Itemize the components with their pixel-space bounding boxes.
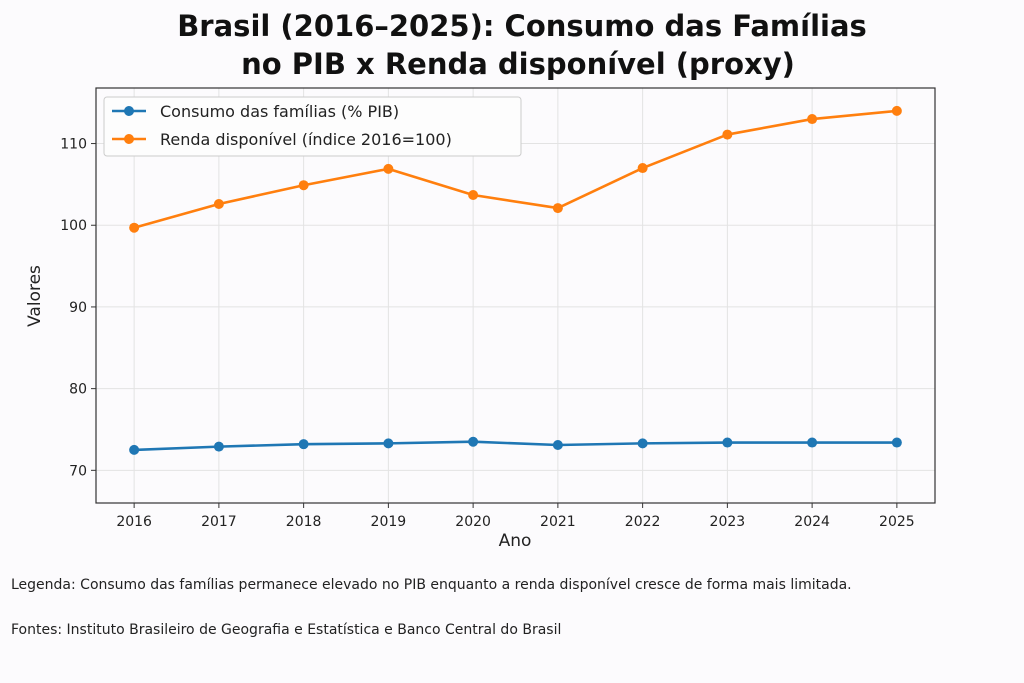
x-tick-label: 2017 [201,514,237,530]
data-point-1-2025 [891,105,902,116]
x-axis-label: Ano [499,531,532,551]
data-point-0-2017 [213,441,224,452]
series-line-0 [134,440,897,452]
y-axis-label: Valores [25,265,45,327]
data-point-0-2020 [468,436,479,447]
caption-sources: Fontes: Instituto Brasileiro de Geografi… [11,622,562,638]
y-axis: 70 80 90 100 110 [60,137,96,479]
data-point-1-2018 [298,180,309,191]
data-point-0-2016 [129,444,140,455]
x-tick-label: 2023 [710,514,746,530]
x-tick-label: 2025 [879,514,915,530]
data-point-1-2016 [129,222,140,233]
data-point-0-2021 [552,439,563,450]
x-tick-label: 2016 [116,514,152,530]
legend-marker-renda [124,134,134,144]
data-point-1-2017 [213,199,224,210]
data-point-0-2018 [298,439,309,450]
data-point-1-2023 [722,129,733,140]
y-tick-label: 70 [69,463,87,479]
x-axis: 2016 2017 2018 2019 2020 2021 2022 2023 2024 2025 [116,503,915,530]
data-point-0-2025 [891,437,902,448]
x-tick-label: 2021 [540,514,576,530]
legend-label-consumo: Consumo das famílias (% PIB) [160,102,399,121]
legend: Consumo das famílias (% PIB) Renda dispo… [103,96,522,157]
y-tick-label: 80 [69,382,87,398]
legend-box [103,96,522,157]
data-point-0-2019 [383,438,394,449]
data-point-0-2023 [722,437,733,448]
x-tick-label: 2022 [625,514,661,530]
plot-frame [95,87,936,504]
y-tick-label: 100 [60,218,87,234]
x-tick-label: 2018 [286,514,322,530]
data-point-1-2021 [552,203,563,214]
series-group [129,105,902,455]
data-point-0-2022 [637,438,648,449]
x-tick-label: 2019 [371,514,407,530]
series-line-1 [133,109,897,229]
y-tick-label: 90 [69,300,87,316]
data-point-1-2024 [807,114,818,125]
data-point-1-2019 [383,163,394,174]
legend-marker-consumo [124,106,134,116]
caption-legend-text: Legenda: Consumo das famílias permanece … [11,577,852,593]
chart-title-line-1: Brasil (2016–2025): Consumo das Famílias [177,9,867,43]
y-tick-label: 110 [60,137,87,153]
data-point-1-2020 [468,190,479,201]
chart-title-line-2: no PIB x Renda disponível (proxy) [241,47,795,81]
legend-label-renda: Renda disponível (índice 2016=100) [160,130,452,149]
x-tick-label: 2024 [794,514,830,530]
data-point-0-2024 [807,437,818,448]
x-tick-label: 2020 [455,514,491,530]
data-point-1-2022 [637,163,648,174]
